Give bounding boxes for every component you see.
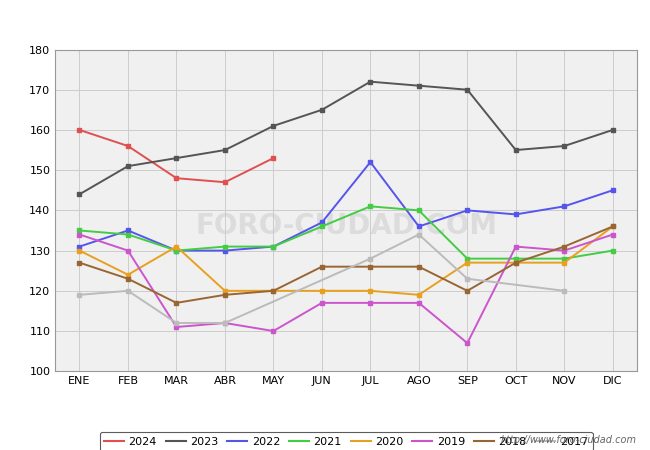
Text: FORO-CIUDAD.COM: FORO-CIUDAD.COM [195, 212, 497, 240]
Legend: 2024, 2023, 2022, 2021, 2020, 2019, 2018, 2017: 2024, 2023, 2022, 2021, 2020, 2019, 2018… [99, 432, 593, 450]
Text: http://www.foro-ciudad.com: http://www.foro-ciudad.com [501, 435, 637, 445]
Text: Afiliados en Alcabón a 31/5/2024: Afiliados en Alcabón a 31/5/2024 [182, 12, 468, 31]
